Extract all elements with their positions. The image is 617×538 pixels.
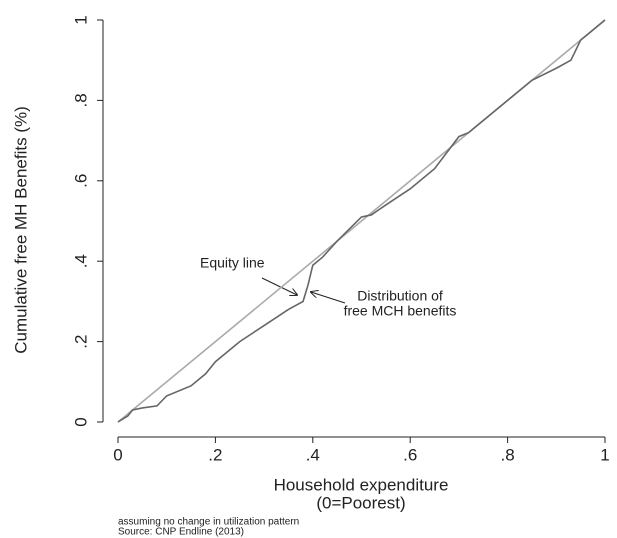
x-tick-label: .2 (208, 445, 222, 464)
y-tick-label: 0 (71, 417, 90, 426)
x-tick-label: .4 (306, 445, 320, 464)
line (117, 19, 606, 423)
annotation: free MCH benefits (344, 303, 457, 319)
x-tick-label: 0 (113, 445, 122, 464)
x-tick-label: .6 (403, 445, 417, 464)
arrow (311, 292, 346, 304)
x-axis-label: Household expenditure (274, 475, 449, 494)
arrow (261, 277, 297, 295)
y-axis-label: Cumulative free MH Benefits (%) (11, 106, 30, 354)
y-tick-label: .2 (71, 335, 90, 349)
y-tick-label: .8 (71, 93, 90, 107)
x-tick-label: .8 (501, 445, 515, 464)
y-tick-label: 1 (71, 15, 90, 24)
note: Source: CNP Endline (2013) (118, 527, 244, 538)
y-tick-label: .4 (71, 254, 90, 268)
x-tick-label: 1 (600, 445, 609, 464)
y-tick-label: .6 (71, 174, 90, 188)
annotation: Distribution of (357, 288, 443, 304)
note: assuming no change in utilization patter… (118, 517, 299, 528)
x-axis-label: (0=Poorest) (316, 493, 405, 512)
annotation: Equity line (200, 255, 265, 271)
